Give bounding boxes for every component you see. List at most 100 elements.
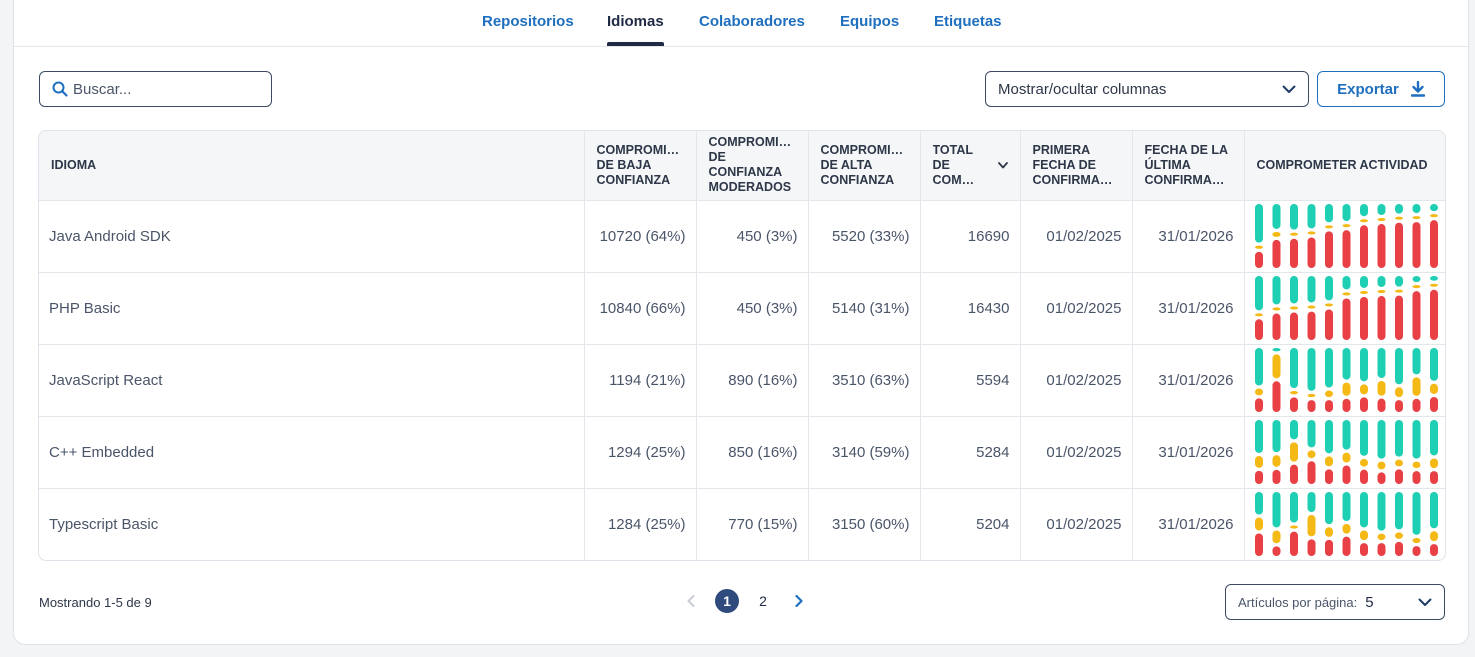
activity-bar-moderate xyxy=(1324,527,1333,538)
activity-bar-moderate xyxy=(1394,387,1403,398)
header-last-commit-date[interactable]: FECHA DE LA ÚLTIMA CONFIRMA… xyxy=(1132,131,1245,201)
activity-bar-low xyxy=(1254,319,1263,340)
items-per-page-value: 5 xyxy=(1365,593,1374,611)
table-row[interactable]: Java Android SDK 10720 (64%) 450 (3%) 5520 … xyxy=(39,200,1445,273)
activity-bar-moderate xyxy=(1342,224,1350,228)
search-icon xyxy=(52,81,68,97)
activity-bar-low xyxy=(1377,296,1385,340)
activity-bar-low xyxy=(1324,231,1333,268)
activity-bar-high xyxy=(1272,492,1280,528)
header-moderate-confidence[interactable]: COMPROMI… DE CONFIANZA MODERADOS xyxy=(696,131,809,201)
activity-bar-moderate xyxy=(1289,306,1298,310)
table-row[interactable]: JavaScript React 1194 (21%) 890 (16%) 3510 … xyxy=(39,344,1445,417)
activity-bar-low xyxy=(1412,546,1420,557)
activity-bar-moderate xyxy=(1324,225,1333,229)
cell-high-confidence: 3150 (60%) xyxy=(808,488,921,560)
activity-bar-high xyxy=(1324,204,1333,223)
activity-bar-low xyxy=(1324,400,1333,412)
cell-total-commits: 16690 xyxy=(920,200,1021,273)
activity-bar-high xyxy=(1289,204,1298,230)
cell-last-commit-date: 31/01/2026 xyxy=(1132,488,1245,560)
activity-bar-high xyxy=(1429,348,1438,381)
header-language[interactable]: IDIOMA xyxy=(39,131,585,201)
cell-moderate-confidence: 450 (3%) xyxy=(696,200,809,273)
search-input[interactable] xyxy=(73,80,263,98)
activity-bar-moderate xyxy=(1377,217,1385,222)
activity-bar-low xyxy=(1342,230,1350,268)
export-button[interactable]: Exportar xyxy=(1317,71,1445,107)
activity-bar-high xyxy=(1412,204,1420,214)
sort-desc-icon[interactable] xyxy=(997,161,1008,169)
activity-bar-moderate xyxy=(1272,455,1280,467)
header-low-confidence[interactable]: COMPROMI… DE BAJA CONFIANZA xyxy=(584,131,697,201)
search-box[interactable] xyxy=(39,71,272,107)
activity-bar-low xyxy=(1359,225,1368,268)
activity-bar-moderate xyxy=(1289,391,1298,395)
activity-sparkline xyxy=(1254,348,1438,412)
page-1-button[interactable]: 1 xyxy=(715,589,739,613)
header-total-commits[interactable]: TOTAL DE COM… xyxy=(920,131,1021,201)
activity-sparkline xyxy=(1254,492,1438,557)
activity-bar-moderate xyxy=(1324,303,1333,307)
activity-bar-low xyxy=(1324,309,1333,340)
activity-bar-moderate xyxy=(1307,450,1315,459)
activity-bar-low xyxy=(1272,239,1280,268)
activity-bar-high xyxy=(1429,420,1438,456)
activity-bar-low xyxy=(1254,533,1263,557)
cell-moderate-confidence: 770 (15%) xyxy=(696,488,809,560)
activity-bar-moderate xyxy=(1307,393,1315,398)
activity-bar-high xyxy=(1429,492,1438,529)
activity-bar-moderate xyxy=(1377,533,1385,541)
activity-bar-high xyxy=(1412,348,1420,375)
activity-bar-moderate xyxy=(1272,530,1280,544)
items-per-page-select[interactable]: Artículos por página: 5 xyxy=(1225,584,1445,620)
tab-bar: Repositorios Idiomas Colaboradores Equip… xyxy=(14,0,1468,47)
activity-bar-high xyxy=(1394,348,1403,385)
cell-first-commit-date: 01/02/2025 xyxy=(1020,488,1133,560)
prev-page-button[interactable] xyxy=(679,589,703,613)
activity-bar-low xyxy=(1272,381,1280,412)
header-high-confidence[interactable]: COMPROMI… DE ALTA CONFIANZA xyxy=(808,131,921,201)
table-row[interactable]: C++ Embedded 1294 (25%) 850 (16%) 3140 (59%… xyxy=(39,416,1445,489)
table-row[interactable]: PHP Basic 10840 (66%) 450 (3%) 5140 (31%) 16… xyxy=(39,272,1445,345)
activity-bar-high xyxy=(1342,276,1350,290)
activity-bar-high xyxy=(1254,492,1263,515)
cell-last-commit-date: 31/01/2026 xyxy=(1132,200,1245,273)
activity-bar-high xyxy=(1377,276,1385,287)
download-icon xyxy=(1410,81,1425,97)
tab-colaboradores[interactable]: Colaboradores xyxy=(699,13,805,30)
header-commit-activity: COMPROMETER ACTIVIDAD xyxy=(1244,131,1445,201)
page-2-button[interactable]: 2 xyxy=(759,593,767,609)
activity-bar-high xyxy=(1394,204,1403,214)
cell-high-confidence: 3140 (59%) xyxy=(808,416,921,489)
next-page-button[interactable] xyxy=(787,589,811,613)
cell-language: Java Android SDK xyxy=(39,200,585,273)
cell-first-commit-date: 01/02/2025 xyxy=(1020,272,1133,345)
chevron-left-icon xyxy=(687,595,695,607)
activity-bar-low xyxy=(1342,536,1350,557)
activity-bar-low xyxy=(1359,543,1368,557)
activity-bar-high xyxy=(1307,492,1315,513)
cell-low-confidence: 10720 (64%) xyxy=(584,200,697,273)
activity-bar-low xyxy=(1429,220,1438,268)
header-first-commit-date[interactable]: PRIMERA FECHA DE CONFIRMA… xyxy=(1020,131,1133,201)
tab-idiomas[interactable]: Idiomas xyxy=(607,13,664,30)
activity-bar-high xyxy=(1412,276,1420,283)
tab-repositorios[interactable]: Repositorios xyxy=(482,13,574,30)
cell-commit-activity xyxy=(1244,416,1445,489)
cell-first-commit-date: 01/02/2025 xyxy=(1020,200,1133,273)
activity-bar-moderate xyxy=(1272,354,1280,379)
activity-bar-high xyxy=(1429,204,1438,212)
chevron-down-icon xyxy=(1418,598,1432,606)
cell-language: C++ Embedded xyxy=(39,416,585,489)
cell-commit-activity xyxy=(1244,272,1445,345)
tab-equipos[interactable]: Equipos xyxy=(840,13,900,30)
columns-visibility-select[interactable]: Mostrar/ocultar columnas xyxy=(985,71,1309,107)
cell-high-confidence: 5140 (31%) xyxy=(808,272,921,345)
activity-bar-moderate xyxy=(1412,461,1420,469)
cell-total-commits: 16430 xyxy=(920,272,1021,345)
table-row[interactable]: Typescript Basic 1284 (25%) 770 (15%) 3150 … xyxy=(39,488,1445,560)
tab-etiquetas[interactable]: Etiquetas xyxy=(934,13,1002,30)
activity-bar-low xyxy=(1429,396,1438,412)
activity-bar-moderate xyxy=(1289,525,1298,529)
